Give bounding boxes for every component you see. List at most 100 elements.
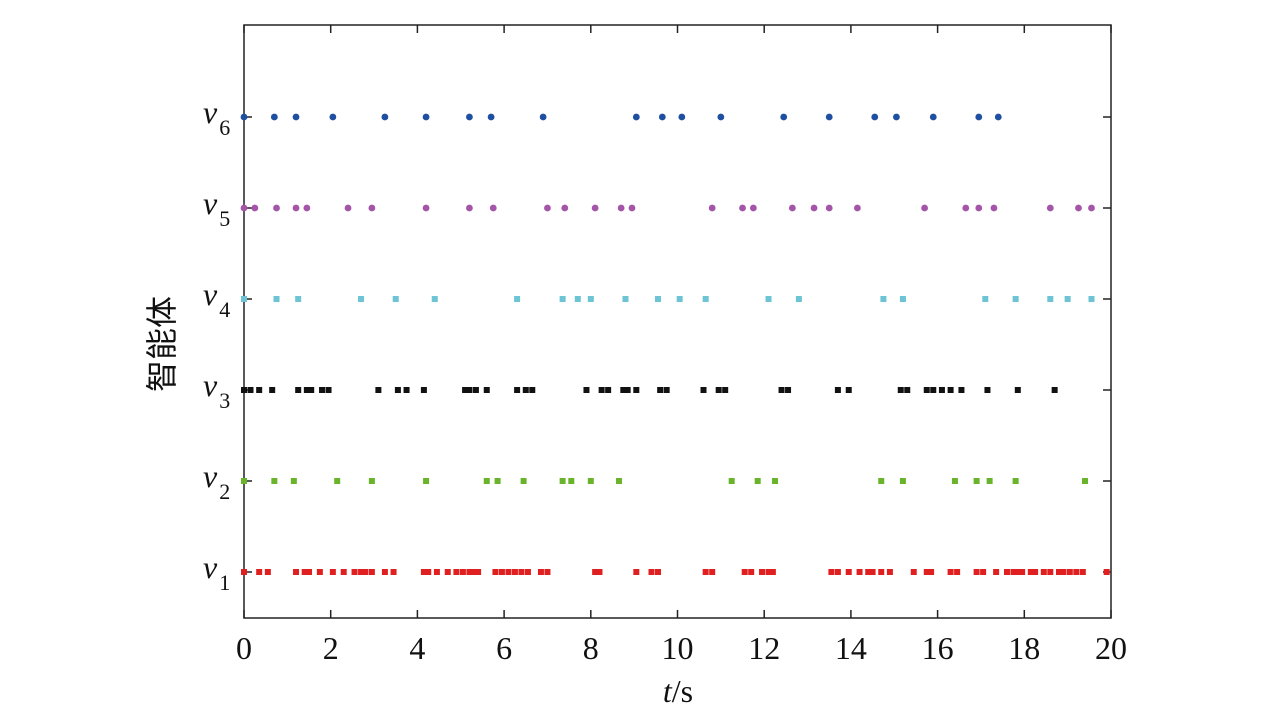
data-point-v3	[657, 387, 664, 393]
data-point-v3	[403, 387, 410, 393]
data-point-v3	[904, 387, 911, 393]
data-point-v3	[303, 387, 310, 393]
data-point-v3	[663, 387, 670, 393]
data-point-v2	[587, 478, 594, 484]
data-point-v2	[973, 478, 980, 484]
data-point-v5	[617, 204, 625, 212]
data-point-v2	[483, 478, 490, 484]
data-point-v1	[1073, 569, 1080, 575]
data-point-v4	[358, 296, 365, 302]
data-point-v6	[871, 113, 879, 121]
data-point-v2	[290, 478, 297, 484]
data-point-v3	[938, 387, 945, 393]
data-point-v1	[518, 569, 525, 575]
y-axis: v1 v2 v3 v4 v5 v6	[203, 94, 1111, 595]
data-point-v6	[270, 113, 278, 121]
data-point-v3	[472, 387, 479, 393]
data-point-v1	[498, 569, 505, 575]
data-point-v3	[605, 387, 612, 393]
data-point-v4	[1064, 296, 1071, 302]
y-tick-label-v5: v5	[203, 185, 230, 231]
data-point-v3	[785, 387, 792, 393]
data-point-v6	[825, 113, 833, 121]
data-point-v3	[624, 387, 631, 393]
data-point-v5	[422, 204, 430, 212]
data-point-v3	[897, 387, 904, 393]
data-point-v5	[489, 204, 497, 212]
data-point-v1	[923, 569, 930, 575]
data-point-v1	[475, 569, 482, 575]
data-point-v5	[739, 204, 746, 212]
data-point-v1	[511, 569, 518, 575]
data-point-v6	[929, 113, 937, 121]
data-point-v1	[1032, 569, 1039, 575]
data-point-v4	[241, 296, 247, 302]
data-point-v5	[561, 204, 569, 212]
data-point-v4	[765, 296, 772, 302]
data-point-v1	[748, 569, 755, 575]
data-point-v2	[241, 478, 247, 484]
data-point-v6	[240, 113, 248, 121]
data-point-v2	[772, 478, 779, 484]
data-point-v5	[251, 204, 259, 212]
data-point-v6	[487, 113, 495, 121]
data-point-v2	[986, 478, 993, 484]
data-point-v1	[596, 569, 603, 575]
data-point-v1	[947, 569, 954, 575]
x-tick-label: 16	[922, 630, 954, 666]
data-point-v1	[869, 569, 876, 575]
data-point-v1	[633, 569, 640, 575]
data-point-v2	[423, 478, 430, 484]
data-point-v4	[622, 296, 629, 302]
data-point-v4	[880, 296, 887, 302]
x-tick-label: 8	[583, 630, 599, 666]
data-point-v4	[676, 296, 683, 302]
data-point-v2	[899, 478, 906, 484]
data-point-v1	[358, 569, 365, 575]
x-tick-label: 4	[409, 630, 425, 666]
y-tick-label-v6: v6	[203, 94, 230, 140]
data-point-v1	[1010, 569, 1017, 575]
data-point-v2	[271, 478, 278, 484]
data-point-v1	[878, 569, 885, 575]
data-point-v1	[1040, 569, 1047, 575]
x-tick-label: 0	[236, 630, 252, 666]
data-point-v1	[1019, 569, 1026, 575]
data-point-v1	[980, 569, 987, 575]
data-point-v5	[240, 204, 248, 212]
data-point-v3	[722, 387, 729, 393]
data-point-v5	[810, 204, 818, 212]
data-point-v5	[1075, 204, 1082, 212]
data-point-v1	[329, 569, 336, 575]
data-point-v2	[728, 478, 735, 484]
data-point-v1	[769, 569, 776, 575]
data-point-v1	[1027, 569, 1034, 575]
data-point-v6	[994, 113, 1002, 121]
data-point-v3	[522, 387, 529, 393]
data-point-v4	[587, 296, 594, 302]
data-point-v2	[754, 478, 761, 484]
x-tick-label: 10	[662, 630, 694, 666]
data-point-v6	[292, 113, 300, 121]
data-point-v1	[453, 569, 460, 575]
plot-frame	[243, 24, 1112, 619]
y-tick-label-v3: v3	[203, 367, 230, 413]
data-point-v1	[433, 569, 440, 575]
data-point-v4	[574, 296, 581, 302]
data-point-v2	[520, 478, 527, 484]
data-point-v6	[780, 113, 788, 121]
data-point-v1	[470, 569, 477, 575]
data-point-v1	[709, 569, 716, 575]
data-point-v2	[494, 478, 501, 484]
data-point-v5	[708, 204, 716, 212]
data-point-v6	[422, 113, 430, 121]
data-point-v3	[325, 387, 332, 393]
x-tick-label: 2	[323, 630, 339, 666]
data-point-v6	[381, 113, 389, 121]
data-point-v2	[878, 478, 885, 484]
data-point-v1	[1060, 569, 1067, 575]
data-point-v1	[466, 569, 473, 575]
data-point-v3	[778, 387, 785, 393]
data-point-v1	[390, 569, 397, 575]
data-point-v3	[466, 387, 473, 393]
